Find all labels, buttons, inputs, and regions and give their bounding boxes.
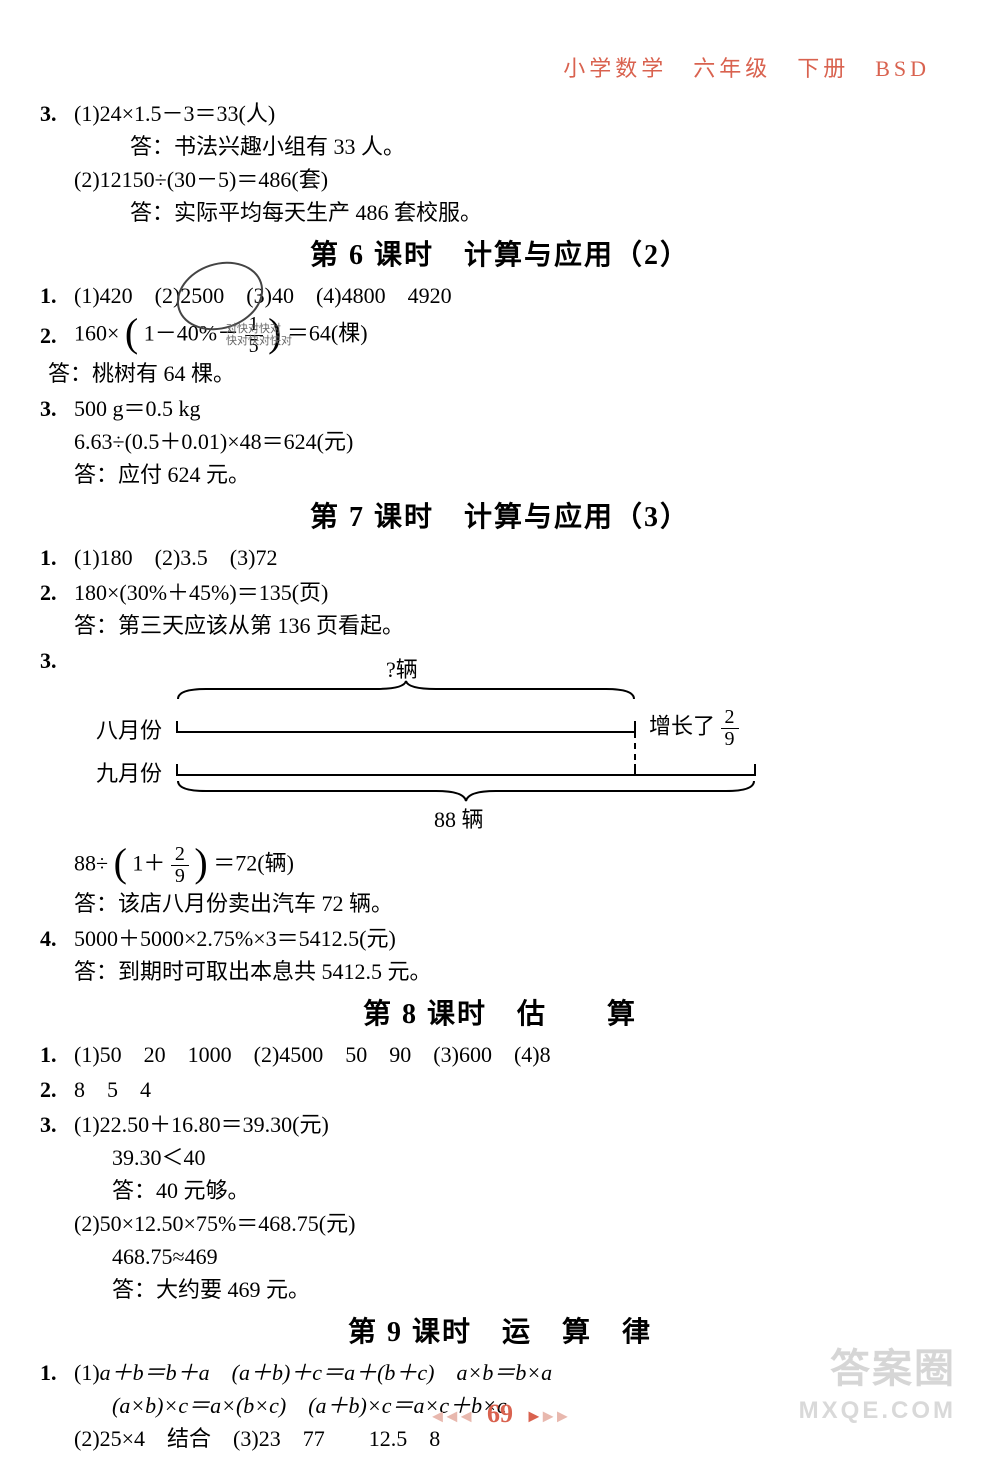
line: 答：应付 624 元。 <box>74 458 960 491</box>
qbody: (1)50 20 1000 (2)4500 50 90 (3)600 (4)8 <box>74 1038 960 1071</box>
qbody: 500 g＝0.5 kg 6.63÷(0.5＋0.01)×48＝624(元) 答… <box>74 392 960 491</box>
section-9-title: 第 9 课时 运 算 律 <box>40 1312 960 1354</box>
s8-q3: 3. (1)22.50＋16.80＝39.30(元) 39.30＜40 答：40… <box>40 1108 960 1306</box>
page-header: 小学数学 六年级 下册 BSD <box>563 52 930 85</box>
line: 答：第三天应该从第 136 页看起。 <box>74 609 960 642</box>
expr-post: ＝72(辆) <box>213 851 294 876</box>
line: 500 g＝0.5 kg <box>74 392 960 425</box>
s6-q3: 3. 500 g＝0.5 kg 6.63÷(0.5＋0.01)×48＝624(元… <box>40 392 960 491</box>
qnum: 1. <box>40 541 74 574</box>
qnum: 4. <box>40 922 74 988</box>
fraction: 2 9 <box>171 844 189 887</box>
qnum: 1. <box>40 279 74 312</box>
qnum: 2. <box>40 576 74 642</box>
qnum: 3. <box>40 644 74 677</box>
line: (2)12150÷(30－5)＝486(套) <box>74 163 960 196</box>
expr-pre: 88÷ <box>74 851 108 876</box>
diagram-top-label: ?辆 <box>386 653 418 686</box>
expr-pre: 160× <box>74 321 119 346</box>
denominator: 9 <box>721 728 739 750</box>
tick <box>176 764 178 776</box>
bar-aug <box>176 731 636 733</box>
line: 6.63÷(0.5＋0.01)×48＝624(元) <box>74 425 960 458</box>
watermark-logo: 答案圈 <box>830 1339 956 1399</box>
s7-q3: 3. <box>40 644 960 677</box>
expr-post: ＝64(棵) <box>287 321 368 346</box>
title-a: 第 8 课时 <box>363 999 487 1030</box>
diagram-left-sep: 九月份 <box>96 757 162 790</box>
tick <box>176 721 178 733</box>
numerator: 2 <box>721 707 739 728</box>
diagram-right-label: 增长了 2 9 <box>649 707 739 750</box>
qbody: (1)24×1.5－3＝33(人) 答：书法兴趣小组有 33 人。 (2)121… <box>74 97 960 229</box>
expr-in: 1＋ <box>132 851 165 876</box>
section-8-title: 第 8 课时 估 算 <box>40 994 960 1036</box>
section-7-title: 第 7 课时 计算与应用（3） <box>40 497 960 539</box>
qbody: 5000＋5000×2.75%×3＝5412.5(元) 答：到期时可取出本息共 … <box>74 922 960 988</box>
hand-note: 对快对快对 快对快对快对 <box>226 323 292 347</box>
s7-q1: 1. (1)180 (2)3.5 (3)72 <box>40 541 960 574</box>
page-number: 69 <box>487 1399 513 1428</box>
numerator: 2 <box>171 844 189 865</box>
fraction: 2 9 <box>721 707 739 750</box>
left-arrows-icon: ◀ ◀ ◀ <box>432 1409 471 1424</box>
section-6-title: 第 6 课时 计算与应用（2） <box>40 235 960 277</box>
prefix: (1) <box>74 1360 100 1385</box>
line: (2)50×12.50×75%＝468.75(元) <box>74 1207 960 1240</box>
line: 468.75≈469 <box>74 1240 960 1273</box>
s7-q2: 2. 180×(30%＋45%)＝135(页) 答：第三天应该从第 136 页看… <box>40 576 960 642</box>
s7-q4: 4. 5000＋5000×2.75%×3＝5412.5(元) 答：到期时可取出本… <box>40 922 960 988</box>
qnum: 3. <box>40 97 74 229</box>
line: (1)22.50＋16.80＝39.30(元) <box>74 1108 960 1141</box>
tick <box>754 764 756 776</box>
line: 180×(30%＋45%)＝135(页) <box>74 576 960 609</box>
qnum: 1. <box>40 1038 74 1071</box>
s8-q2: 2. 8 5 4 <box>40 1073 960 1106</box>
line: 39.30＜40 <box>74 1141 960 1174</box>
line: 答：40 元够。 <box>74 1174 960 1207</box>
watermark-url: MXQE.COM <box>799 1393 956 1429</box>
s6-q1: 1. (1)420 (2)2500 (3)40 (4)4800 4920 <box>40 279 960 312</box>
s7-q3-eq: 88÷ ( 1＋ 2 9 ) ＝72(辆) <box>40 844 960 887</box>
qnum: 3. <box>40 392 74 491</box>
title-b: 估 算 <box>517 999 637 1030</box>
title-b: 运 算 律 <box>502 1317 652 1348</box>
txt: 增长了 <box>649 714 715 739</box>
line: 答：到期时可取出本息共 5412.5 元。 <box>74 955 960 988</box>
qnum: 2. <box>40 1073 74 1106</box>
qbody: (1)180 (2)3.5 (3)72 <box>74 541 960 574</box>
diagram-bottom-label: 88 辆 <box>434 803 484 836</box>
eq: a＋b＝b＋a (a＋b)＋c＝a＋(b＋c) a×b＝b×a <box>100 1360 553 1385</box>
pre-q3: 3. (1)24×1.5－3＝33(人) 答：书法兴趣小组有 33 人。 (2)… <box>40 97 960 229</box>
line: (1)a＋b＝b＋a (a＋b)＋c＝a＋(b＋c) a×b＝b×a <box>74 1356 960 1389</box>
line: 答：实际平均每天生产 486 套校服。 <box>74 196 960 229</box>
line: (1)24×1.5－3＝33(人) <box>74 97 960 130</box>
right-arrows-icon: ▶ ▶ ▶ <box>528 1409 567 1424</box>
qbody: 180×(30%＋45%)＝135(页) 答：第三天应该从第 136 页看起。 <box>74 576 960 642</box>
qbody: (1)22.50＋16.80＝39.30(元) 39.30＜40 答：40 元够… <box>74 1108 960 1306</box>
line: 5000＋5000×2.75%×3＝5412.5(元) <box>74 922 960 955</box>
qbody <box>74 644 960 677</box>
title-a: 第 9 课时 <box>348 1317 472 1348</box>
bar-sep <box>176 774 756 776</box>
expr-in: 1－40%－ <box>144 321 239 346</box>
tick <box>634 764 636 776</box>
qbody: (1)420 (2)2500 (3)40 (4)4800 4920 <box>74 279 960 312</box>
s8-q1: 1. (1)50 20 1000 (2)4500 50 90 (3)600 (4… <box>40 1038 960 1071</box>
denominator: 9 <box>171 865 189 887</box>
qnum: 2. <box>40 319 74 352</box>
s6-q2-ans: 答：桃树有 64 棵。 <box>14 357 960 390</box>
line-diagram: ?辆 八月份 增长了 2 9 九月份 88 辆 <box>96 679 960 844</box>
line: 答：书法兴趣小组有 33 人。 <box>74 130 960 163</box>
s7-q3-ans: 答：该店八月份卖出汽车 72 辆。 <box>40 887 960 920</box>
qbody: 8 5 4 <box>74 1073 960 1106</box>
diagram-left-aug: 八月份 <box>96 714 162 747</box>
qbody: 160× ( 1－40%－ 1 5 ) ＝64(棵) <box>74 314 960 357</box>
s6-q2: 2. 160× ( 1－40%－ 1 5 ) ＝64(棵) <box>40 314 960 357</box>
brace-bottom-icon <box>176 779 756 803</box>
line: 答：大约要 469 元。 <box>74 1273 960 1306</box>
qnum: 3. <box>40 1108 74 1306</box>
